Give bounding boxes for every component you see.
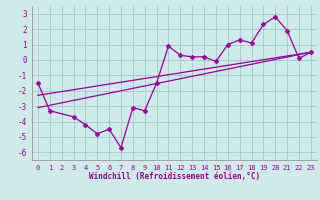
X-axis label: Windchill (Refroidissement éolien,°C): Windchill (Refroidissement éolien,°C) [89,172,260,181]
